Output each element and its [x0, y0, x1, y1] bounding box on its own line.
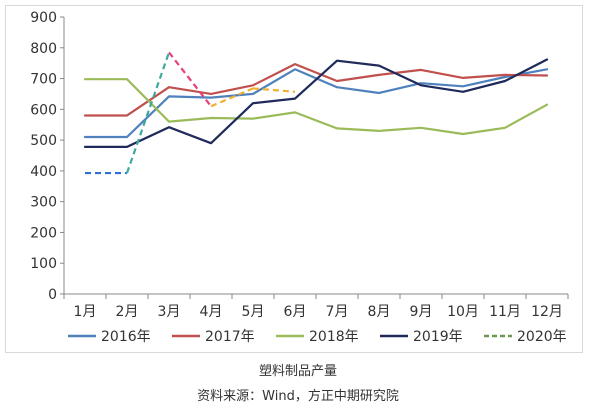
legend-label: 2019年: [413, 329, 463, 345]
x-tick-label: 11月: [489, 304, 521, 320]
legend-label: 2020年: [517, 329, 567, 345]
y-tick-label: 600: [30, 102, 57, 118]
series-line-2019: [83, 58, 549, 148]
y-tick-label: 500: [30, 133, 57, 149]
x-axis: 1月 2月 3月 4月 5月 6月 7月 8月 9月 10月 11月 12月: [63, 293, 569, 320]
legend-item: 2019年: [380, 329, 463, 345]
series-line-2018: [83, 78, 549, 136]
legend-item: 2020年: [484, 329, 567, 345]
legend-label: 2017年: [205, 329, 255, 345]
x-tick-label: 3月: [158, 304, 181, 320]
legend-label: 2018年: [309, 329, 359, 345]
legend: 2016年 2017年 2018年 2019年 2020年: [68, 329, 567, 345]
series-line-2017: [83, 62, 549, 117]
chart-caption-source: 资料来源：Wind，方正中期研究院: [197, 389, 399, 404]
x-tick-label: 1月: [74, 304, 97, 320]
y-tick-label: 700: [30, 72, 57, 88]
x-tick-label: 7月: [326, 304, 349, 320]
series-lines: [83, 51, 549, 175]
x-tick-label: 9月: [410, 304, 433, 320]
series-2020-segment: [210, 87, 254, 108]
x-tick-label: 4月: [200, 304, 223, 320]
x-tick-label: 10月: [447, 304, 479, 320]
x-tick-label: 5月: [242, 304, 265, 320]
legend-item: 2017年: [172, 329, 255, 345]
legend-label: 2016年: [101, 329, 151, 345]
x-tick-label: 8月: [368, 304, 391, 320]
series-2020-segment: [125, 52, 171, 174]
line-chart: 0 100 200 300 400 500 600 700 800 900 1月 2月 3月 4月 5月 6…: [30, 10, 569, 345]
series-2020-segment: [168, 51, 212, 107]
x-tick-label: 6月: [284, 304, 307, 320]
y-tick-label: 100: [30, 256, 57, 272]
y-tick-label: 200: [30, 225, 57, 241]
y-tick-label: 400: [30, 164, 57, 180]
y-tick-label: 0: [48, 287, 57, 303]
legend-item: 2018年: [276, 329, 359, 345]
legend-item: 2016年: [68, 329, 151, 345]
y-tick-label: 800: [30, 41, 57, 57]
x-tick-label: 12月: [531, 304, 563, 320]
series-2020-segment: [252, 87, 296, 93]
chart-frame: 0 100 200 300 400 500 600 700 800 900 1月 2月 3月 4月 5月 6…: [5, 5, 583, 353]
y-tick-label: 300: [30, 195, 57, 211]
y-axis: 0 100 200 300 400 500 600 700 800 900: [30, 10, 65, 303]
chart-caption-title: 塑料制品产量: [258, 364, 337, 379]
y-tick-label: 900: [30, 10, 57, 26]
x-tick-label: 2月: [116, 304, 139, 320]
